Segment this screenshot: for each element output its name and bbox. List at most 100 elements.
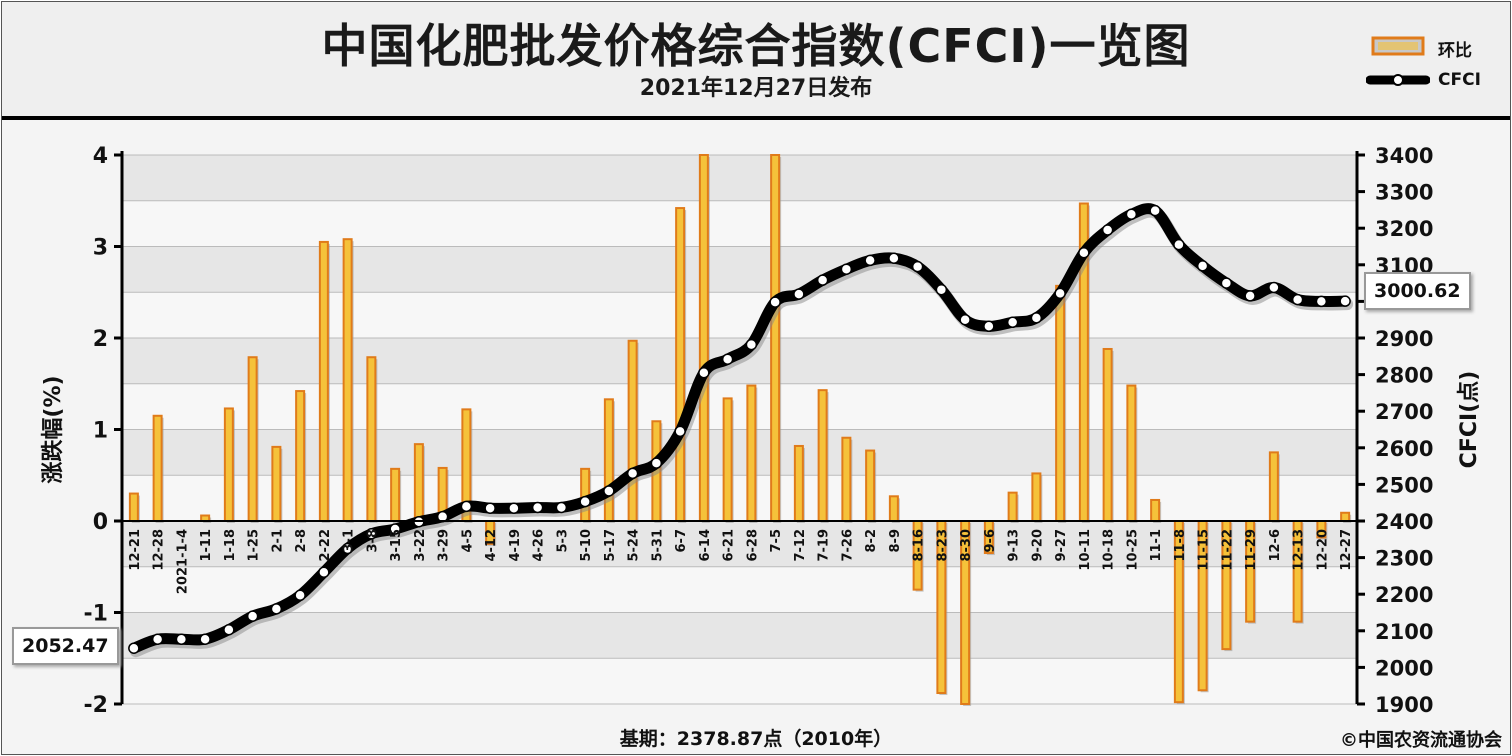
left-tick-label: 2 [93, 327, 108, 352]
plot-band [122, 612, 1357, 659]
x-tick-label: 8-9 [888, 529, 903, 553]
cfci-point [484, 502, 496, 514]
cfci-point [1078, 246, 1090, 259]
x-tick-label: 9-6 [983, 529, 998, 553]
x-tick-label: 7-12 [793, 529, 808, 562]
right-tick-label: 2300 [1375, 547, 1433, 571]
cfci-point [1220, 277, 1233, 289]
cfci-point [555, 501, 568, 514]
bar [413, 443, 424, 523]
cfci-point [175, 633, 188, 645]
cfci-point [1030, 312, 1043, 324]
x-tick-label: 10-11 [1078, 529, 1093, 571]
x-tick-label: 12-13 [1292, 529, 1307, 571]
x-tick-label: 4-5 [460, 529, 475, 553]
x-tick-label: 5-31 [650, 529, 665, 562]
cfci-point [365, 528, 378, 540]
cfci-point [270, 603, 283, 615]
x-tick-label: 7-26 [840, 529, 855, 562]
bar [247, 356, 258, 522]
cfci-point [698, 367, 710, 379]
x-tick-label: 3-1 [342, 529, 357, 553]
bar [318, 240, 329, 523]
legend-item-bar: 环比 [1366, 34, 1506, 61]
cfci-point [1268, 281, 1280, 294]
right-tick-label: 3400 [1375, 144, 1433, 168]
bar [1126, 384, 1137, 522]
cfci-point [1173, 238, 1185, 251]
right-tick-label: 2800 [1375, 364, 1433, 388]
cfci-point [223, 623, 235, 636]
bar [271, 445, 282, 523]
x-tick-label: 2021-1-4 [175, 529, 190, 594]
right-tick-label: 2900 [1375, 327, 1433, 351]
bar [128, 492, 139, 522]
x-tick-label: 3-8 [365, 529, 380, 553]
legend-line-swatch [1366, 74, 1430, 86]
bar [770, 154, 781, 522]
x-tick-label: 5-17 [603, 529, 618, 562]
x-tick-label: 1-18 [223, 529, 238, 562]
left-tick-label: 4 [93, 144, 108, 169]
legend-item-line: CFCI [1366, 68, 1506, 92]
x-tick-label: 9-13 [1007, 529, 1022, 562]
x-tick-label: 11-29 [1244, 529, 1259, 571]
bar [1007, 491, 1018, 523]
x-tick-label: 8-30 [959, 529, 974, 562]
left-tick-label: 1 [93, 419, 108, 444]
x-tick-label: 5-10 [579, 529, 594, 562]
x-tick-label: 11-15 [1197, 529, 1212, 571]
chart-title: 中国化肥批发价格综合指数(CFCI)一览图 [321, 19, 1191, 73]
right-axis-title: CFCI(点) [1456, 371, 1482, 469]
x-tick-label: 7-5 [769, 529, 784, 553]
left-tick-label: -2 [84, 693, 108, 718]
x-tick-label: 3-29 [437, 529, 452, 562]
x-tick-label: 12-28 [152, 529, 167, 571]
bar [722, 397, 733, 523]
cfci-point [1244, 290, 1256, 302]
bar [793, 444, 804, 522]
x-tick-label: 5-24 [627, 529, 642, 562]
x-tick-label: 11-22 [1220, 529, 1235, 571]
legend: 环比 CFCI [1366, 32, 1506, 98]
bar [1055, 284, 1066, 522]
cfci-point [983, 320, 995, 333]
right-tick-label: 3200 [1375, 217, 1433, 241]
x-tick-label: 2-1 [270, 529, 285, 553]
left-tick-label: 0 [93, 510, 108, 535]
base-period-note: 基期：2378.87点（2010年） [619, 728, 893, 750]
x-tick-label: 3-22 [413, 529, 428, 562]
cfci-point [721, 353, 734, 365]
bar [1150, 498, 1161, 522]
left-tick-label: 3 [93, 236, 108, 261]
cfci-point [603, 485, 615, 497]
cfci-point [1006, 316, 1019, 329]
x-tick-label: 9-27 [1054, 529, 1069, 562]
bar [390, 467, 401, 522]
callout-end-value: 3000.62 [1364, 272, 1471, 310]
cfci-point [1339, 295, 1351, 307]
cfci-point [128, 642, 140, 654]
cfci-point [959, 313, 971, 326]
x-tick-label: 10-18 [1102, 529, 1117, 571]
x-tick-label: 3-15 [389, 529, 404, 562]
bar [865, 449, 876, 523]
right-tick-label: 2400 [1375, 510, 1433, 534]
plot-band [122, 429, 1357, 476]
cfci-point [840, 263, 853, 275]
x-tick-label: 6-21 [722, 529, 737, 562]
legend-bar-swatch [1371, 36, 1425, 56]
bar [1268, 451, 1279, 522]
legend-bar-label: 环比 [1438, 41, 1472, 61]
cfci-point [888, 252, 900, 264]
x-tick-label: 12-6 [1268, 529, 1283, 562]
plot-band [122, 246, 1357, 293]
right-tick-label: 1900 [1375, 693, 1433, 717]
bar [817, 389, 828, 522]
x-tick-label: 12-27 [1339, 529, 1354, 571]
cfci-point [460, 500, 473, 513]
x-tick-label: 11-8 [1173, 529, 1188, 562]
right-tick-label: 2500 [1375, 473, 1433, 497]
chart-header: 中国化肥批发价格综合指数(CFCI)一览图 2021年12月27日发布 环比 C… [2, 2, 1510, 116]
